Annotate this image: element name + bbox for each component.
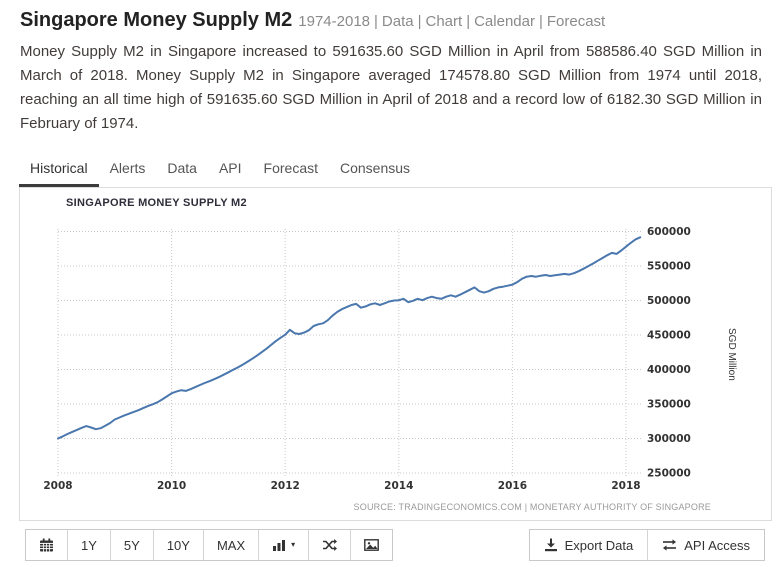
export-data-button[interactable]: Export Data — [529, 530, 648, 560]
tab-forecast[interactable]: Forecast — [263, 160, 318, 176]
line-chart[interactable]: 250000 300000 350000 400000 450000 500000 5500… — [20, 188, 771, 519]
chart-panel: SINGAPORE MONEY SUPPLY M2 250000 300000 35… — [19, 188, 772, 521]
compare-button[interactable] — [308, 530, 351, 560]
export-button-group: Export Data API Access — [528, 529, 765, 561]
svg-text:300000: 300000 — [647, 433, 691, 445]
range-10y-button[interactable]: 10Y — [152, 530, 203, 560]
range-1y-button[interactable]: 1Y — [67, 530, 110, 560]
range-5y-button[interactable]: 5Y — [109, 530, 153, 560]
tab-alerts[interactable]: Alerts — [109, 160, 146, 176]
page-title: Singapore Money Supply M2 — [20, 9, 293, 31]
chevron-down-icon: ▾ — [291, 540, 296, 549]
svg-text:2016: 2016 — [498, 480, 527, 492]
svg-text:2008: 2008 — [43, 480, 72, 492]
chart-toolbar: 1Y 5Y 10Y MAX ▾ — [25, 529, 765, 561]
header-subtitle: 1974-2018 | Data | Chart | Calendar | Forecast — [298, 13, 606, 30]
export-data-label: Export Data — [564, 537, 634, 553]
transfer-arrows-icon — [663, 539, 677, 551]
calendar-icon — [40, 538, 53, 552]
svg-text:600000: 600000 — [647, 226, 691, 238]
chart-title: SINGAPORE MONEY SUPPLY M2 — [66, 197, 247, 209]
svg-text:550000: 550000 — [647, 261, 691, 273]
header-link-calendar[interactable]: Calendar — [474, 13, 535, 30]
range-button-group: 1Y 5Y 10Y MAX ▾ — [25, 529, 394, 561]
crossed-arrows-icon — [323, 539, 338, 551]
tab-bar: Historical Alerts Data API Forecast Cons… — [19, 151, 772, 188]
image-export-button[interactable] — [350, 530, 393, 560]
header-link-data[interactable]: Data — [381, 13, 414, 30]
range-max-button[interactable]: MAX — [202, 530, 259, 560]
svg-text:500000: 500000 — [647, 295, 691, 307]
svg-text:2018: 2018 — [611, 480, 640, 492]
tab-data[interactable]: Data — [167, 160, 197, 176]
api-access-button[interactable]: API Access — [647, 530, 764, 560]
svg-text:350000: 350000 — [647, 399, 691, 411]
page-header: Singapore Money Supply M2 1974-2018 | Data |… — [20, 9, 605, 32]
tab-consensus[interactable]: Consensus — [340, 160, 411, 176]
calendar-button[interactable] — [26, 530, 67, 560]
svg-text:450000: 450000 — [647, 330, 691, 342]
svg-text:2014: 2014 — [384, 480, 413, 492]
svg-text:2010: 2010 — [157, 480, 186, 492]
year-range: 1974-2018 — [298, 13, 370, 30]
header-link-chart[interactable]: Chart — [425, 13, 463, 30]
chart-source: SOURCE: TRADINGECONOMICS.COM | MONETARY … — [353, 502, 711, 512]
header-link-forecast[interactable]: Forecast — [546, 13, 606, 30]
svg-text:400000: 400000 — [647, 364, 691, 376]
tab-historical[interactable]: Historical — [19, 151, 99, 187]
y-axis-title: SGD Million — [726, 328, 737, 381]
summary-text: Money Supply M2 in Singapore increased t… — [20, 43, 762, 132]
bar-chart-icon — [273, 540, 286, 551]
chart-type-button[interactable]: ▾ — [258, 530, 309, 560]
svg-text:2012: 2012 — [271, 480, 300, 492]
tab-api[interactable]: API — [218, 160, 242, 176]
api-access-label: API Access — [684, 537, 750, 553]
download-icon — [544, 538, 557, 552]
picture-icon — [364, 539, 380, 551]
svg-text:250000: 250000 — [647, 468, 691, 480]
